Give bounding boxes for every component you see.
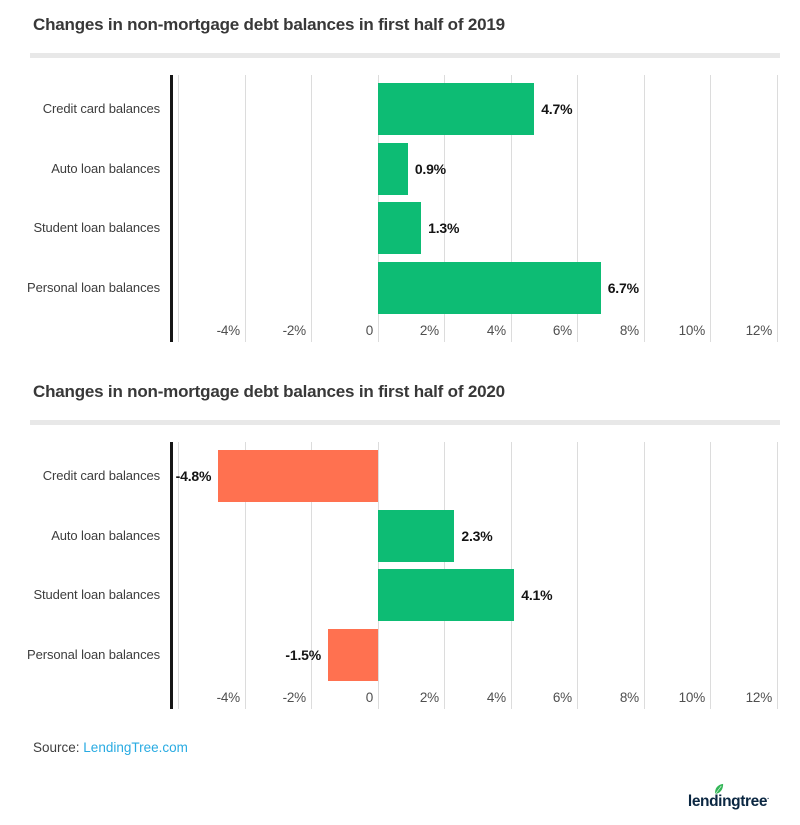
- category-label: Auto loan balances: [51, 527, 160, 543]
- gridline: [710, 75, 711, 342]
- bar: [377, 142, 408, 195]
- gridline: [777, 75, 778, 342]
- bar: [377, 202, 422, 254]
- x-tick-label: 12%: [745, 323, 773, 338]
- chart-2019: Changes in non-mortgage debt balances in…: [0, 0, 800, 360]
- gridline: [577, 75, 578, 342]
- x-tick-label: 12%: [745, 690, 773, 705]
- x-tick-label: 2%: [419, 690, 439, 705]
- bar-value-label: 6.7%: [607, 279, 639, 296]
- x-tick-label: 8%: [619, 690, 639, 705]
- bar: [377, 261, 601, 314]
- bar: [218, 450, 378, 502]
- source-line: Source: LendingTree.com: [33, 740, 188, 755]
- x-tick-label: 0: [365, 323, 374, 338]
- bar: [327, 628, 378, 681]
- gridline: [245, 442, 246, 709]
- gridline: [444, 75, 445, 342]
- title-divider: [30, 53, 780, 58]
- bar-value-label: 4.7%: [541, 101, 573, 117]
- x-tick-label: 2%: [419, 323, 439, 338]
- bar-value-label: 0.9%: [414, 160, 446, 177]
- gridline: [511, 75, 512, 342]
- logo-trademark: ·: [767, 796, 769, 803]
- category-label: Student loan balances: [33, 220, 160, 235]
- bar: [377, 569, 515, 621]
- gridline: [311, 75, 312, 342]
- chart-title: Changes in non-mortgage debt balances in…: [33, 382, 505, 401]
- chart-2020: Changes in non-mortgage debt balances in…: [0, 367, 800, 727]
- x-tick-label: 4%: [486, 690, 506, 705]
- source-link[interactable]: LendingTree.com: [83, 740, 188, 755]
- category-label: Auto loan balances: [51, 160, 160, 176]
- bar-value-label: 1.3%: [428, 220, 460, 236]
- gridline: [245, 75, 246, 342]
- y-axis-line: [170, 75, 173, 342]
- gridline: [777, 442, 778, 709]
- x-tick-label: 0: [365, 690, 374, 705]
- x-tick-label: 8%: [619, 323, 639, 338]
- x-tick-label: -4%: [216, 690, 241, 705]
- x-tick-label: -2%: [282, 323, 307, 338]
- x-tick-label: 10%: [678, 690, 706, 705]
- y-axis-line: [170, 442, 173, 709]
- bar: [377, 83, 535, 135]
- x-tick-label: 10%: [678, 323, 706, 338]
- logo-wordmark: lendingtree·: [687, 783, 769, 811]
- bar-value-label: -4.8%: [175, 468, 212, 484]
- source-label: Source:: [33, 740, 80, 755]
- gridline: [311, 442, 312, 709]
- plot-area: Credit card balances 4.7% Auto loan balanc…: [0, 75, 800, 342]
- plot-area: Credit card balances -4.8% Auto loan balan…: [0, 442, 800, 709]
- lendingtree-logo: lendingtree·: [687, 783, 769, 812]
- gridline: [178, 75, 179, 342]
- title-divider: [30, 420, 780, 425]
- bar-value-label: 4.1%: [521, 587, 553, 603]
- x-tick-label: 6%: [552, 690, 572, 705]
- gridline: [178, 442, 179, 709]
- bar-value-label: -1.5%: [285, 646, 321, 663]
- gridline: [644, 75, 645, 342]
- category-label: Credit card balances: [42, 101, 160, 116]
- category-label: Credit card balances: [42, 468, 160, 483]
- category-label: Personal loan balances: [27, 279, 160, 295]
- gridline: [577, 442, 578, 709]
- gridline: [710, 442, 711, 709]
- bar-value-label: 2.3%: [461, 527, 493, 544]
- bar: [377, 509, 455, 562]
- leaf-icon: [714, 783, 724, 795]
- gridline: [644, 442, 645, 709]
- x-tick-label: 4%: [486, 323, 506, 338]
- x-tick-label: 6%: [552, 323, 572, 338]
- logo-text: lendingtree: [687, 793, 768, 810]
- x-tick-label: -4%: [216, 323, 241, 338]
- category-label: Personal loan balances: [27, 646, 160, 662]
- chart-title: Changes in non-mortgage debt balances in…: [33, 15, 505, 34]
- category-label: Student loan balances: [33, 587, 160, 602]
- x-tick-label: -2%: [282, 690, 307, 705]
